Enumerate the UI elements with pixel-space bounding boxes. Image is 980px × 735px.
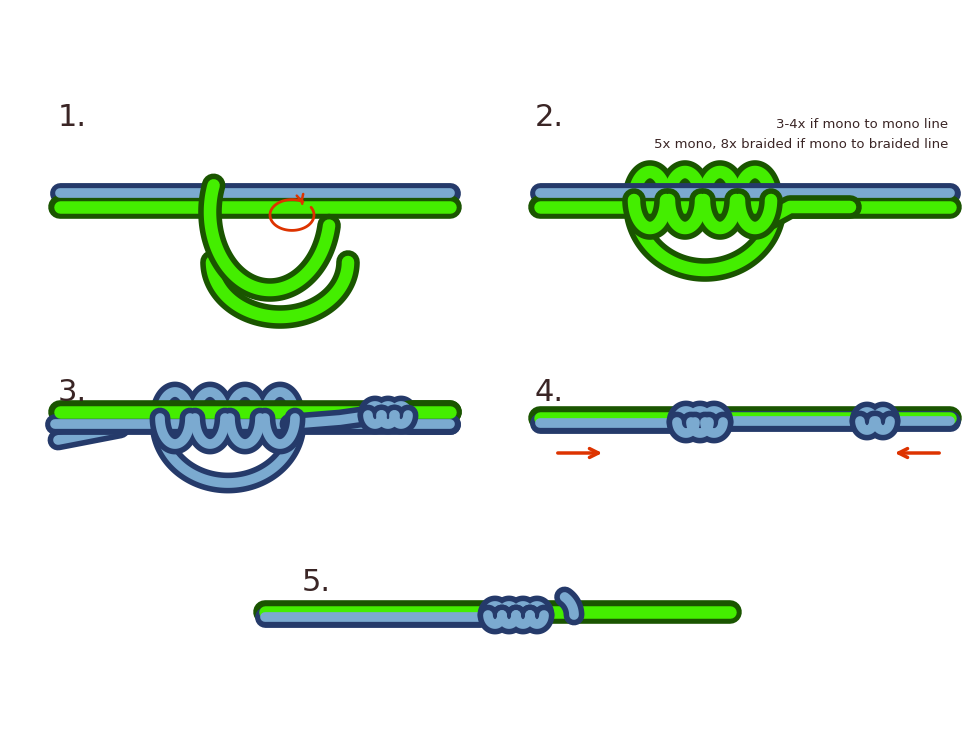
Text: 4.: 4. [535,378,564,407]
Text: 2.: 2. [535,103,564,132]
Text: 5x mono, 8x braided if mono to braided line: 5x mono, 8x braided if mono to braided l… [654,138,948,151]
Text: 3.: 3. [58,378,87,407]
Text: 3-4x if mono to mono line: 3-4x if mono to mono line [776,118,948,131]
Text: 1.: 1. [58,103,87,132]
Text: 5.: 5. [302,568,331,597]
